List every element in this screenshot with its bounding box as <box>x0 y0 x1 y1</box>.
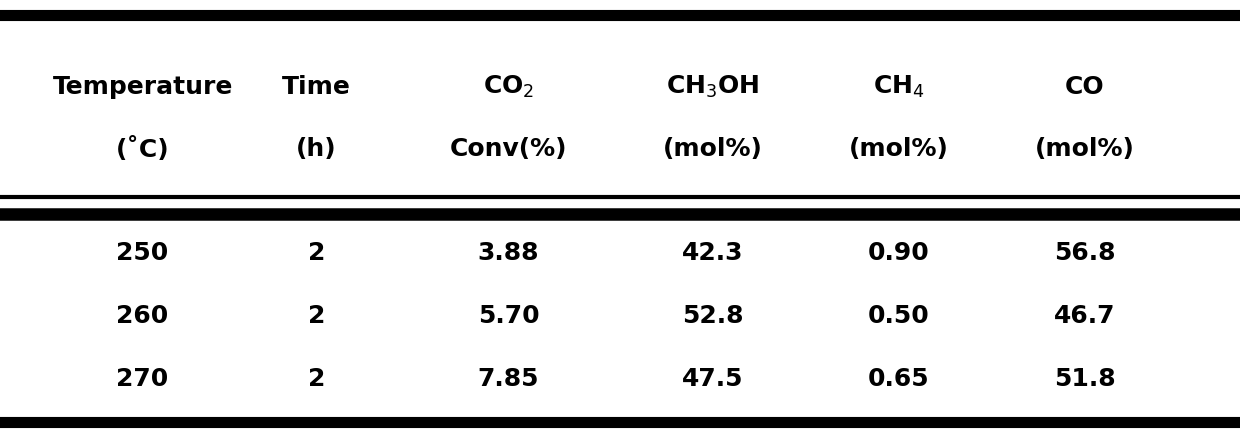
Text: CO$_2$: CO$_2$ <box>482 74 534 100</box>
Text: (mol%): (mol%) <box>663 137 763 162</box>
Text: CH$_4$: CH$_4$ <box>873 74 925 100</box>
Text: 52.8: 52.8 <box>682 304 744 328</box>
Text: CO: CO <box>1065 74 1105 99</box>
Text: 51.8: 51.8 <box>1054 367 1116 391</box>
Text: 46.7: 46.7 <box>1054 304 1116 328</box>
Text: (˚C): (˚C) <box>115 137 170 162</box>
Text: CH$_3$OH: CH$_3$OH <box>666 74 760 100</box>
Text: 3.88: 3.88 <box>477 241 539 265</box>
Text: Time: Time <box>281 74 351 99</box>
Text: 2: 2 <box>308 241 325 265</box>
Text: (mol%): (mol%) <box>849 137 949 162</box>
Text: Temperature: Temperature <box>52 74 233 99</box>
Text: 47.5: 47.5 <box>682 367 744 391</box>
Text: 56.8: 56.8 <box>1054 241 1116 265</box>
Text: 0.65: 0.65 <box>868 367 930 391</box>
Text: Conv(%): Conv(%) <box>450 137 567 162</box>
Text: 2: 2 <box>308 304 325 328</box>
Text: 0.90: 0.90 <box>868 241 930 265</box>
Text: (mol%): (mol%) <box>1035 137 1135 162</box>
Text: 260: 260 <box>117 304 169 328</box>
Text: 250: 250 <box>117 241 169 265</box>
Text: 7.85: 7.85 <box>477 367 539 391</box>
Text: 270: 270 <box>117 367 169 391</box>
Text: 0.50: 0.50 <box>868 304 930 328</box>
Text: 5.70: 5.70 <box>477 304 539 328</box>
Text: 42.3: 42.3 <box>682 241 744 265</box>
Text: (h): (h) <box>296 137 336 162</box>
Text: 2: 2 <box>308 367 325 391</box>
